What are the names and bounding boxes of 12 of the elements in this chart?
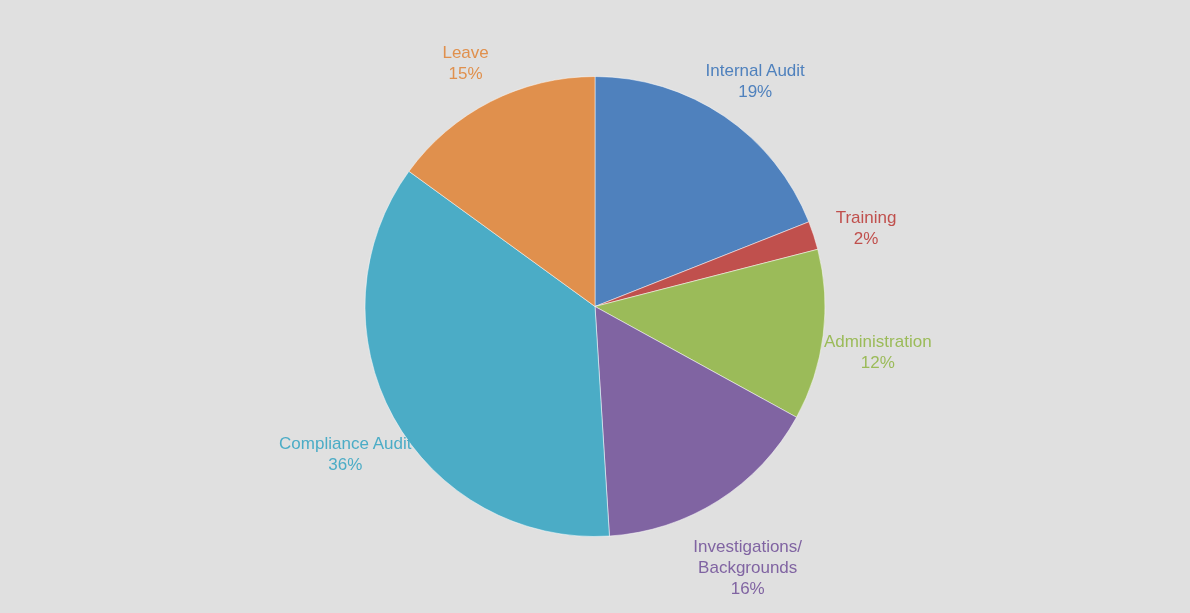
data-label: 15% [448, 63, 483, 83]
slice-label: Internal Audit [705, 60, 806, 80]
slice-label: Administration [823, 332, 932, 352]
data-label: 19% [738, 81, 773, 101]
slice-label: Training [835, 208, 897, 228]
slice-label: Leave [442, 42, 489, 62]
data-label: 36% [328, 454, 363, 474]
data-label: 2% [853, 229, 879, 249]
slice-label: Investigations/ Backgrounds [693, 537, 803, 578]
data-label: 16% [730, 579, 765, 599]
slice-label: Compliance Audit [279, 433, 412, 453]
data-label: 12% [860, 353, 895, 373]
